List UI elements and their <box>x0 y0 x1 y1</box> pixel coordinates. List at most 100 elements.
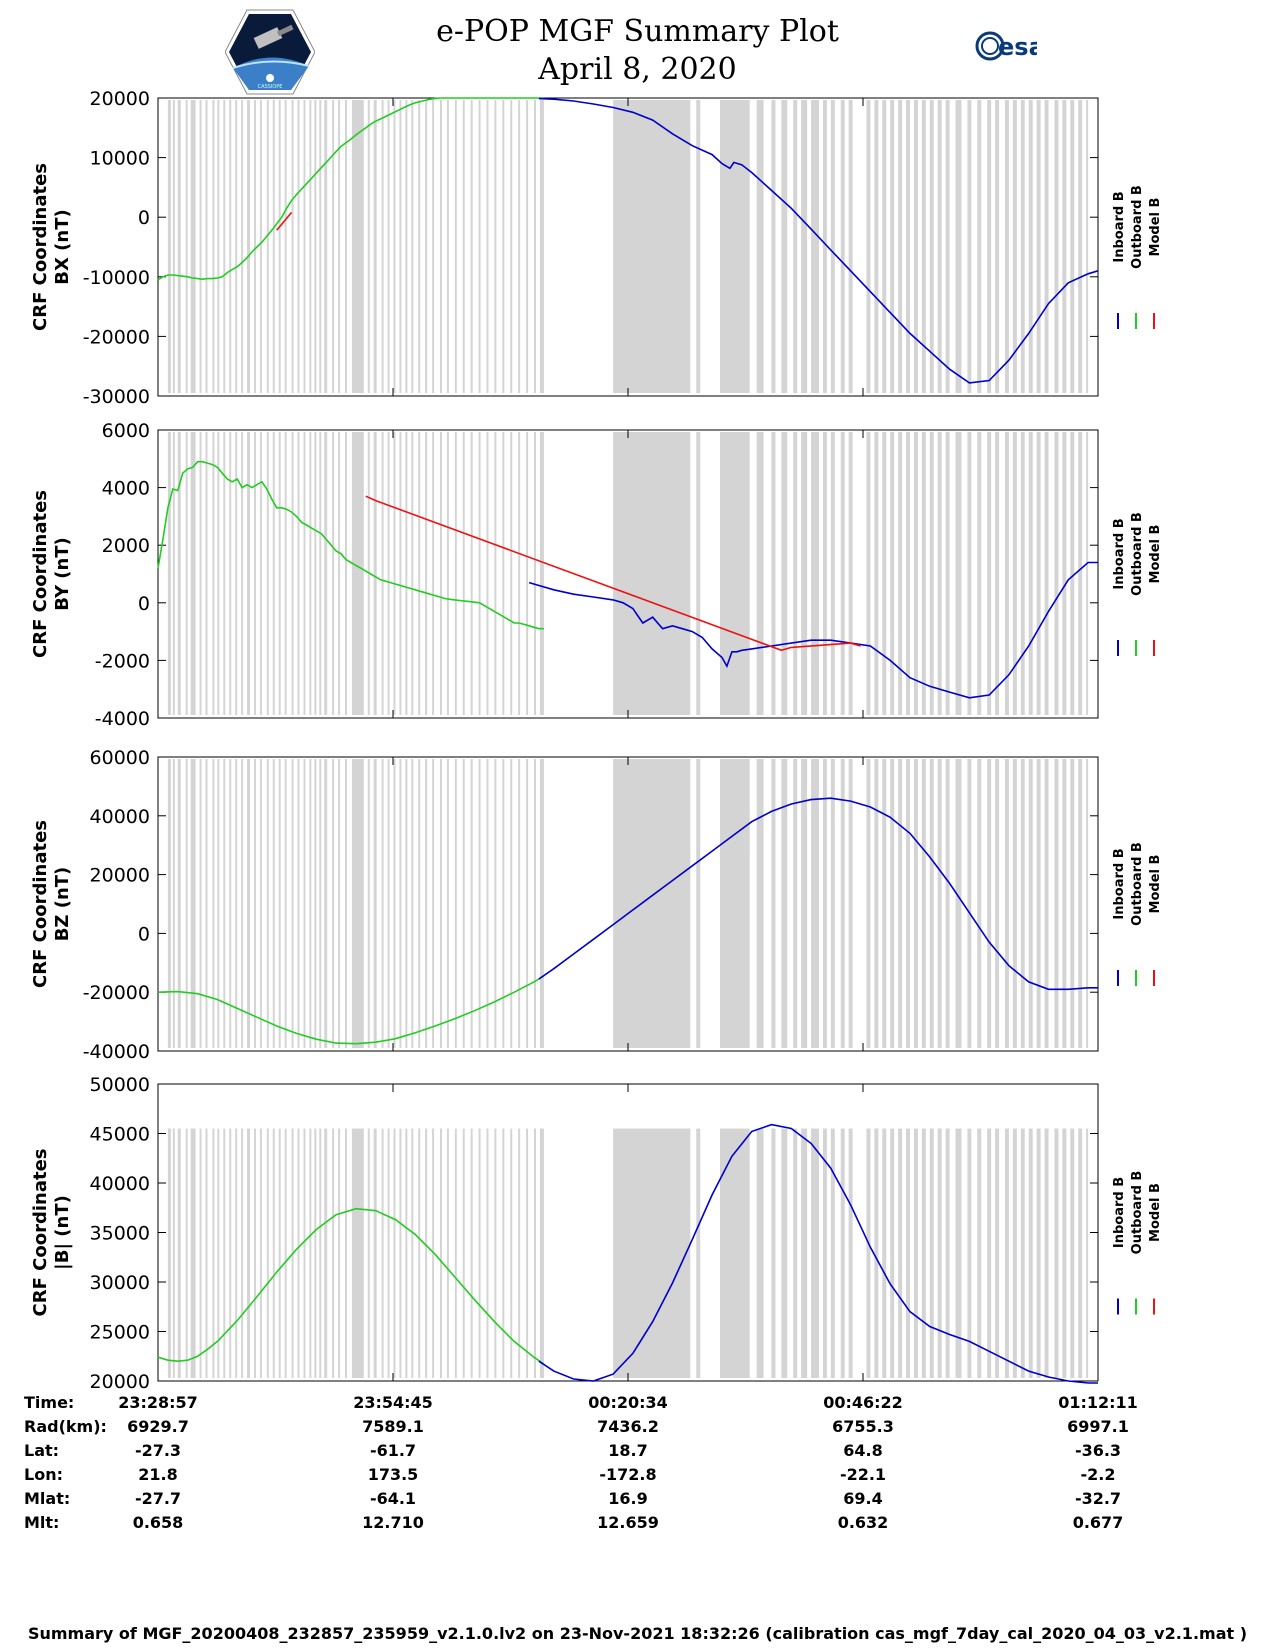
data-gap-band <box>278 432 281 715</box>
data-gap-band <box>486 100 489 393</box>
data-gap-band <box>1036 1128 1041 1378</box>
data-gap-band <box>217 1128 220 1378</box>
table-cell-lon: -22.1 <box>839 1465 887 1484</box>
data-gap-band <box>793 759 798 1048</box>
table-cell-rad: 7436.2 <box>597 1417 659 1436</box>
data-gap-band <box>1020 100 1025 393</box>
y-tick-label: 35000 <box>90 1223 150 1245</box>
table-cell-lat: 64.8 <box>843 1441 883 1460</box>
data-gap-band <box>470 1128 473 1378</box>
data-gap-band <box>247 432 251 715</box>
y-tick-label: 20000 <box>90 88 150 110</box>
data-gap-band <box>921 759 926 1048</box>
table-cell-rad: 7589.1 <box>362 1417 424 1436</box>
table-cell-mlat: 69.4 <box>843 1489 883 1508</box>
table-cell-lat: 18.7 <box>608 1441 648 1460</box>
data-gap-band <box>945 100 950 393</box>
data-gap-band <box>478 432 481 715</box>
data-gap-band <box>387 432 390 715</box>
data-gap-band <box>840 432 845 715</box>
data-gap-band <box>241 432 244 715</box>
data-gap-band <box>229 100 232 393</box>
data-gap-band <box>177 100 181 393</box>
data-gap-band <box>539 100 544 393</box>
data-gap-band <box>319 759 322 1048</box>
data-gap-band <box>929 1128 934 1378</box>
data-gap-band <box>848 1128 853 1378</box>
data-gap-band <box>539 759 544 1048</box>
data-gap-band <box>462 1128 465 1378</box>
esa-logo-text: esa <box>998 33 1037 61</box>
table-label-lon: Lon: <box>24 1465 63 1484</box>
data-gap-band <box>1062 1128 1067 1378</box>
data-gap-band <box>297 759 300 1048</box>
table-cell-lon: -2.2 <box>1080 1465 1116 1484</box>
data-gap-band <box>278 759 281 1048</box>
data-gap-band <box>314 759 317 1048</box>
data-gap-band <box>1044 100 1049 393</box>
data-gap-band <box>1036 759 1041 1048</box>
data-gap-band <box>1012 100 1017 393</box>
data-gap-band <box>756 1128 764 1378</box>
data-gap-band <box>801 1128 808 1378</box>
data-gap-band <box>955 100 962 393</box>
data-gap-band <box>351 1128 364 1378</box>
data-gap-band <box>937 1128 942 1378</box>
data-gap-band <box>425 759 428 1048</box>
data-gap-band <box>291 100 294 393</box>
data-gap-band <box>399 759 402 1048</box>
data-gap-band <box>253 1128 256 1378</box>
data-gap-band <box>332 1128 335 1378</box>
data-gap-band <box>418 1128 421 1378</box>
data-gap-band <box>259 432 262 715</box>
data-gap-band <box>373 432 377 715</box>
data-gap-band <box>882 759 887 1048</box>
data-gap-band <box>393 1128 396 1378</box>
data-gap-band <box>756 100 764 393</box>
data-gap-band <box>502 1128 505 1378</box>
data-gap-band <box>387 759 390 1048</box>
data-gap-band <box>945 759 950 1048</box>
data-gap-band <box>462 432 465 715</box>
data-gap-band <box>526 759 529 1048</box>
series-inboard-b <box>528 561 1098 699</box>
data-gap-band <box>793 1128 798 1378</box>
table-cell-mlt: 12.710 <box>362 1513 424 1532</box>
data-gap-band <box>1044 432 1049 715</box>
data-gap-band <box>199 759 202 1048</box>
data-gap-band <box>882 432 887 715</box>
data-gap-band <box>840 1128 845 1378</box>
data-gap-band <box>284 1128 287 1378</box>
data-gap-band <box>771 432 776 715</box>
data-gap-band <box>454 759 457 1048</box>
data-gap-band <box>217 100 220 393</box>
data-gap-band <box>212 1128 215 1378</box>
y-tick-label: 30000 <box>90 1272 150 1294</box>
footer-note: Summary of MGF_20200408_232857_235959_v2… <box>27 1624 1248 1643</box>
data-gap-band <box>486 432 489 715</box>
data-gap-band <box>425 1128 428 1378</box>
y-tick-label: -10000 <box>83 267 150 289</box>
data-gap-band <box>172 432 175 715</box>
data-gap-band <box>811 1128 819 1378</box>
y-axis-label: CRF Coordinates <box>30 1149 51 1317</box>
data-gap-band <box>1012 759 1017 1048</box>
data-gap-band <box>454 1128 457 1378</box>
table-label-rad: Rad(km): <box>24 1417 107 1436</box>
data-gap-band <box>921 432 926 715</box>
y-tick-label: 40000 <box>90 806 150 828</box>
data-gap-band <box>253 432 256 715</box>
data-gap-band <box>1078 1128 1083 1378</box>
data-gap-band <box>266 100 269 393</box>
data-gap-band <box>351 759 364 1048</box>
data-gap-band <box>977 100 982 393</box>
series-inboard-b <box>538 1123 1098 1384</box>
data-gap-band <box>462 759 465 1048</box>
table-label-lat: Lat: <box>24 1441 60 1460</box>
data-gap-band <box>284 100 287 393</box>
data-gap-band <box>1028 432 1033 715</box>
data-gap-band <box>253 100 256 393</box>
data-gap-band <box>906 1128 910 1378</box>
data-gap-band <box>890 432 895 715</box>
data-gap-band <box>393 759 396 1048</box>
